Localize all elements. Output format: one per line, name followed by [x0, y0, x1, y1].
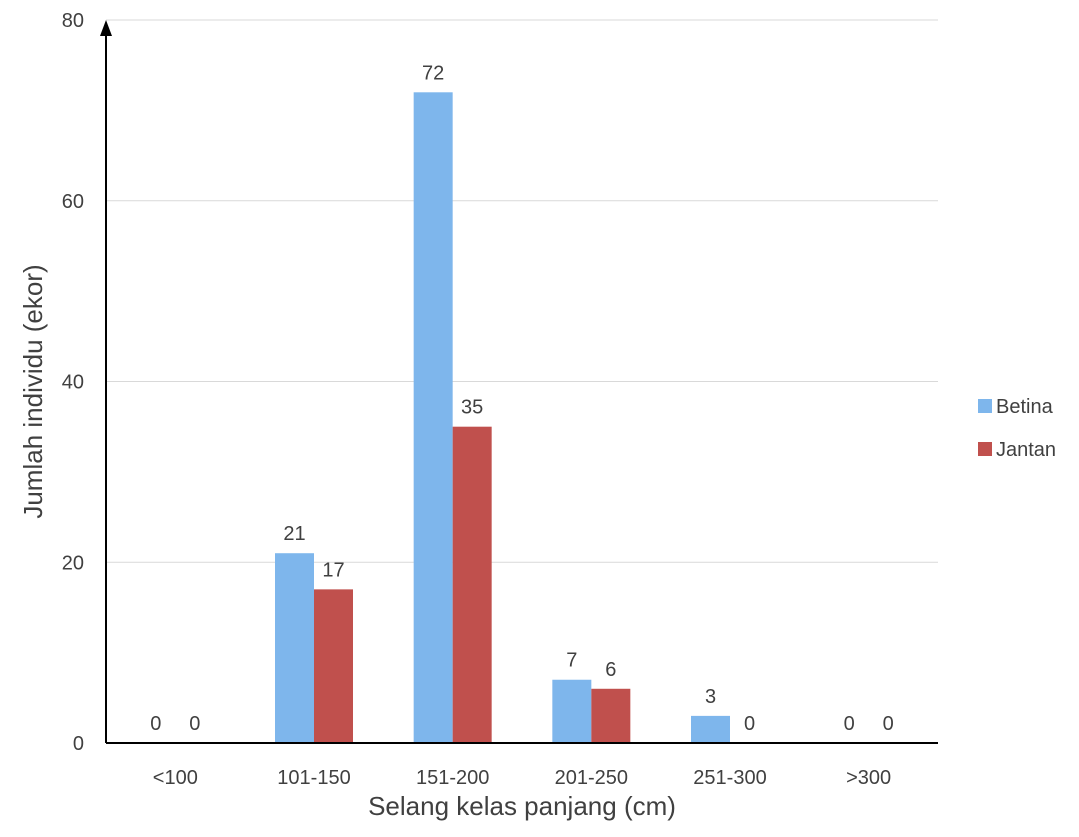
- y-tick-label: 20: [62, 552, 84, 574]
- y-tick-label: 0: [73, 733, 84, 755]
- y-axis-title: Jumlah individu (ekor): [18, 264, 48, 518]
- data-label: 0: [150, 713, 161, 735]
- y-tick-label: 40: [62, 372, 84, 394]
- y-tick-label: 60: [62, 191, 84, 213]
- bar-betina: [691, 715, 730, 743]
- data-label: 7: [566, 650, 577, 672]
- data-label: 21: [283, 523, 305, 545]
- x-tick-label: 101-150: [277, 767, 350, 789]
- x-tick-label: >300: [846, 767, 891, 789]
- bar-betina: [413, 92, 453, 744]
- data-label: 35: [461, 397, 483, 419]
- data-label: 0: [844, 713, 855, 735]
- bar-jantan: [591, 688, 631, 743]
- axes: [100, 20, 938, 744]
- y-tick-label: 80: [62, 10, 84, 32]
- gridlines: [106, 19, 938, 563]
- legend-swatch: [978, 442, 992, 456]
- labels: 0 20 40 60 80 0 0 <100 21 17 101-150 72 35 151-200 7 6 2…: [62, 10, 894, 789]
- legend-swatch: [978, 399, 992, 413]
- x-tick-label: <100: [153, 767, 198, 789]
- data-label: 0: [883, 713, 894, 735]
- bar-betina: [552, 679, 592, 743]
- data-label: 3: [705, 686, 716, 708]
- y-axis-arrow-icon: [100, 20, 112, 36]
- data-label: 72: [422, 62, 444, 84]
- data-label: 17: [322, 559, 344, 581]
- x-tick-label: 251-300: [693, 767, 766, 789]
- x-tick-label: 201-250: [555, 767, 628, 789]
- legend-label: Betina: [996, 396, 1054, 418]
- legend-label: Jantan: [996, 439, 1056, 461]
- bar-betina: [275, 553, 314, 743]
- data-label: 0: [189, 713, 200, 735]
- legend: Betina Jantan: [978, 396, 1056, 461]
- bar-jantan: [452, 426, 492, 743]
- data-label: 6: [605, 659, 616, 681]
- bar-jantan: [314, 589, 353, 743]
- x-axis-title: Selang kelas panjang (cm): [368, 791, 676, 821]
- bars: [275, 92, 730, 744]
- x-tick-label: 151-200: [416, 767, 489, 789]
- data-label: 0: [744, 713, 755, 735]
